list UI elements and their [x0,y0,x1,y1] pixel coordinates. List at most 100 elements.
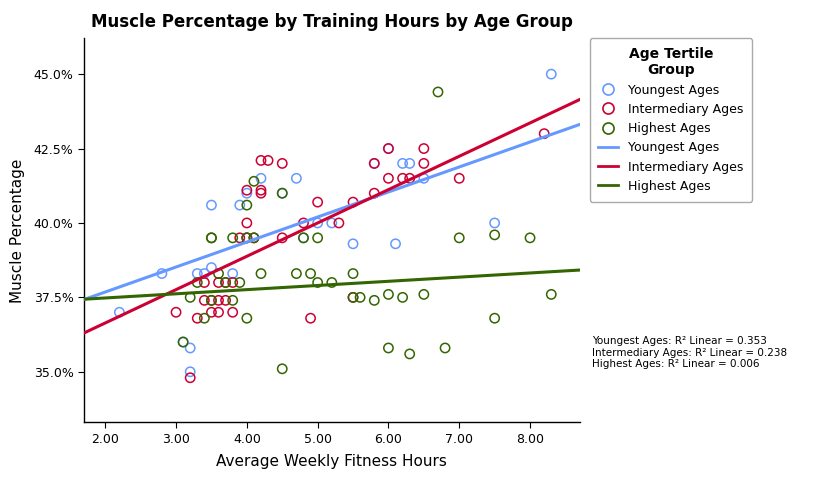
Point [311,279,324,287]
Point [205,201,218,209]
Point [212,309,225,316]
Point [155,270,169,277]
Point [240,234,254,242]
Point [290,270,303,277]
Point [304,270,318,277]
Point [255,189,268,197]
Point [212,270,225,277]
Text: Youngest Ages: R² Linear = 0.353
Intermediary Ages: R² Linear = 0.238
Highest Ag: Youngest Ages: R² Linear = 0.353 Interme… [592,336,787,369]
Point [240,234,254,242]
Point [205,297,218,304]
Point [205,234,218,242]
Point [396,174,409,182]
Title: Muscle Percentage by Training Hours by Age Group: Muscle Percentage by Training Hours by A… [91,13,573,31]
Point [240,219,254,227]
Point [538,130,551,137]
Point [297,234,310,242]
Point [346,198,360,206]
Point [226,270,239,277]
Point [403,350,417,358]
Point [544,290,558,298]
Point [297,219,310,227]
Point [276,159,289,167]
Point [205,309,218,316]
Point [226,279,239,287]
Point [191,314,204,322]
Point [368,189,381,197]
Point [233,201,246,209]
Point [368,159,381,167]
Point [240,186,254,194]
Point [311,198,324,206]
Point [290,174,303,182]
Point [276,234,289,242]
Point [255,270,268,277]
Point [396,294,409,301]
Point [191,279,204,287]
Point [311,234,324,242]
Point [396,159,409,167]
Point [240,189,254,197]
Point [332,219,345,227]
Point [381,174,395,182]
Point [226,234,239,242]
Point [197,279,211,287]
Point [212,279,225,287]
Point [453,174,466,182]
Point [381,144,395,152]
Point [488,219,501,227]
Point [276,189,289,197]
Point [368,159,381,167]
Point [219,279,233,287]
Point [255,174,268,182]
Point [240,201,254,209]
Point [417,290,431,298]
X-axis label: Average Weekly Fitness Hours: Average Weekly Fitness Hours [217,454,447,469]
Point [197,297,211,304]
Point [219,279,233,287]
Point [325,219,339,227]
Point [219,297,233,304]
Point [197,270,211,277]
Point [226,309,239,316]
Point [381,290,395,298]
Point [191,270,204,277]
Point [381,344,395,352]
Point [276,365,289,372]
Point [453,234,466,242]
Point [247,234,260,242]
Point [431,88,444,96]
Point [311,219,324,227]
Point [233,279,246,287]
Point [544,70,558,78]
Point [205,234,218,242]
Legend: Youngest Ages, Intermediary Ages, Highest Ages, Youngest Ages, Intermediary Ages: Youngest Ages, Intermediary Ages, Highes… [590,38,753,202]
Point [212,297,225,304]
Point [113,309,126,316]
Y-axis label: Muscle Percentage: Muscle Percentage [10,158,25,302]
Point [255,186,268,194]
Point [176,338,190,346]
Point [346,294,360,301]
Point [403,174,417,182]
Point [297,234,310,242]
Point [170,309,183,316]
Point [523,234,537,242]
Point [403,159,417,167]
Point [205,297,218,304]
Point [488,231,501,239]
Point [438,344,452,352]
Point [417,174,431,182]
Point [183,374,197,382]
Point [240,234,254,242]
Point [417,144,431,152]
Point [354,294,367,301]
Point [226,297,239,304]
Point [417,159,431,167]
Point [183,344,197,352]
Point [176,338,190,346]
Point [381,144,395,152]
Point [389,240,402,248]
Point [276,189,289,197]
Point [346,270,360,277]
